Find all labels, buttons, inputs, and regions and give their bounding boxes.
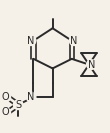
Text: N: N	[27, 92, 35, 102]
Text: N: N	[27, 36, 35, 46]
Text: O: O	[2, 92, 10, 102]
Circle shape	[13, 100, 23, 110]
Text: N: N	[70, 36, 78, 46]
Circle shape	[26, 92, 36, 102]
Circle shape	[1, 92, 11, 102]
Text: S: S	[15, 100, 21, 110]
Circle shape	[87, 60, 96, 69]
Circle shape	[1, 108, 11, 117]
Circle shape	[26, 36, 36, 45]
Circle shape	[69, 36, 79, 45]
Text: N: N	[88, 60, 95, 70]
Text: O: O	[2, 107, 10, 117]
